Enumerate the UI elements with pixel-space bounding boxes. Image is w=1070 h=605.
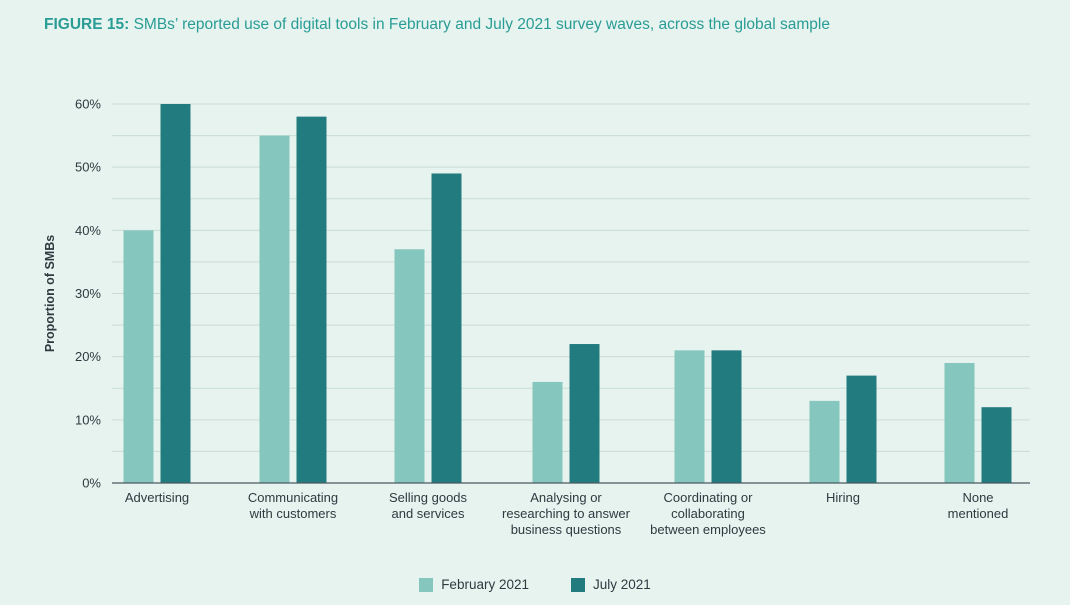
legend-label-july: July 2021: [593, 577, 651, 592]
y-tick-label: 40%: [75, 223, 101, 238]
x-tick-label: Hiring: [826, 490, 860, 505]
bar-february: [123, 230, 154, 483]
y-tick-label: 20%: [75, 349, 101, 364]
legend-item-july: July 2021: [571, 577, 651, 592]
legend-label-february: February 2021: [441, 577, 529, 592]
bar-february: [944, 362, 975, 483]
bar-july: [296, 116, 327, 483]
y-axis-title: Proportion of SMBs: [43, 235, 57, 352]
bar-july: [981, 407, 1012, 483]
x-tick-label: Advertising: [125, 490, 189, 505]
bar-february: [259, 135, 290, 484]
figure-number: FIGURE 15:: [44, 16, 130, 33]
legend-swatch-july: [571, 577, 585, 592]
x-tick-label: None mentioned: [948, 490, 1009, 521]
figure-title-text: SMBs’ reported use of digital tools in F…: [133, 16, 830, 33]
x-tick-label: Communicating with customers: [248, 490, 338, 521]
bar-july: [846, 375, 877, 483]
x-tick-label: Coordinating or collaborating between empl…: [650, 490, 766, 537]
y-tick-label: 30%: [75, 286, 101, 301]
bar-july: [160, 104, 191, 483]
bar-july: [431, 173, 462, 483]
bar-february: [532, 381, 563, 483]
bar-july: [569, 344, 600, 483]
bar-chart: 0% 10% 20% 30% 40% 50% 60% Proportion of SMBs Ad…: [43, 97, 1030, 537]
legend-item-february: February 2021: [419, 577, 529, 592]
legend-swatch-february: [419, 577, 434, 592]
x-tick-label: Analysing or researching to answer busines…: [502, 490, 631, 537]
x-tick-label: Selling goods and services: [389, 490, 468, 521]
bar-february: [809, 400, 840, 483]
bar-february: [394, 249, 425, 483]
y-tick-label: 10%: [75, 412, 101, 427]
y-tick-label: 60%: [75, 97, 101, 112]
bar-july: [711, 350, 742, 483]
figure-title: FIGURE 15: SMBs’ reported use of digital…: [44, 16, 830, 34]
legend: February 2021 July 2021: [0, 577, 1070, 592]
y-tick-label: 0%: [82, 476, 101, 491]
bar-february: [674, 350, 705, 483]
y-tick-label: 50%: [75, 160, 101, 175]
